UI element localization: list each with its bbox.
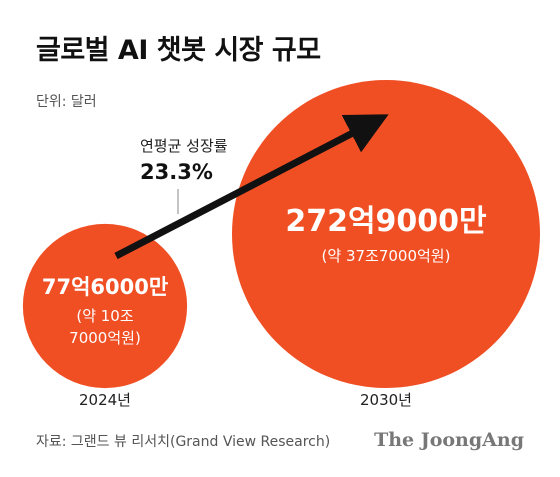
bubble-2024 — [22, 223, 188, 389]
bubble-2024-krw-line1: (약 10조 — [76, 307, 134, 325]
brand-logo: The JoongAng — [374, 429, 524, 451]
unit-label: 단위: 달러 — [36, 94, 97, 110]
bubble-2030-krw: (약 37조7000억원) — [322, 247, 451, 265]
growth-arrow — [114, 114, 389, 260]
year-label-2030: 2030년 — [360, 391, 412, 409]
chart-title: 글로벌 AI 챗봇 시장 규모 — [36, 35, 321, 66]
bubble-2024-value: 77억6000만 — [42, 275, 168, 299]
bubble-2030-value: 272억9000만 — [285, 204, 487, 239]
year-label-2024: 2024년 — [79, 391, 131, 409]
cagr-value: 23.3% — [140, 160, 213, 184]
source-note: 자료: 그랜드 뷰 리서치(Grand View Research) — [36, 434, 331, 450]
cagr-label: 연평균 성장률 — [140, 137, 228, 155]
bubble-2024-krw-line2: 7000억원) — [69, 329, 141, 347]
